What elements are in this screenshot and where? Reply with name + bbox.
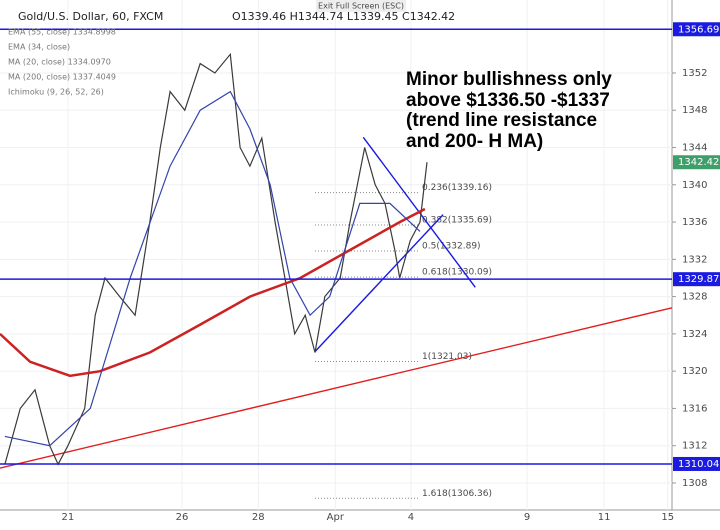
x-tick-label: 11 xyxy=(598,512,611,523)
fib-label: 0.382(1335.69) xyxy=(422,215,492,225)
level-label: 1310.04 xyxy=(678,459,719,470)
level-box xyxy=(673,456,720,471)
ohlc: O1339.46 H1344.74 L1339.45 C1342.42 xyxy=(232,10,455,23)
indicator: EMA (34, close) xyxy=(8,43,70,52)
exit-label[interactable]: Exit Full Screen (ESC) xyxy=(318,2,404,11)
last-price-label: 1342.42 xyxy=(678,157,719,168)
x-tick-label: Apr xyxy=(327,512,345,523)
level-box xyxy=(673,272,720,287)
y-tick-label: 1312 xyxy=(682,441,707,452)
y-tick-label: 1352 xyxy=(682,68,707,79)
y-tick-label: 1324 xyxy=(682,329,707,340)
x-tick-label: 26 xyxy=(176,512,189,523)
price-line xyxy=(4,52,428,466)
trend-line xyxy=(0,307,673,469)
y-tick-label: 1340 xyxy=(682,180,707,191)
level-box xyxy=(673,22,720,37)
last-price-box xyxy=(673,155,720,170)
indicator: MA (20, close) 1334.0970 xyxy=(8,58,111,67)
fib-label: 0.618(1330.09) xyxy=(422,268,492,278)
fib-label: 1(1321.03) xyxy=(422,352,472,362)
trend-line xyxy=(314,214,444,353)
indicator: EMA (55, close) 1334.8998 xyxy=(8,28,116,37)
symbol: Gold/U.S. Dollar, 60, FXCM xyxy=(18,10,163,23)
y-tick-label: 1344 xyxy=(682,143,707,154)
x-tick-label: 15 xyxy=(661,512,674,523)
x-tick-label: 4 xyxy=(408,512,414,523)
level-label: 1356.69 xyxy=(678,24,719,35)
indicator: MA (200, close) 1337.4049 xyxy=(8,73,116,82)
x-tick-label: 28 xyxy=(252,512,265,523)
price-line xyxy=(0,207,426,378)
y-tick-label: 1336 xyxy=(682,217,707,228)
exit-button[interactable] xyxy=(316,0,406,12)
note-line: above $1336.50 -$1337 xyxy=(406,90,610,111)
fib-label: 0.236(1339.16) xyxy=(422,183,492,193)
y-tick-label: 1332 xyxy=(682,254,707,265)
y-tick-label: 1348 xyxy=(682,105,707,116)
note-line: Minor bullishness only xyxy=(406,69,612,90)
fib-label: 1.618(1306.36) xyxy=(422,489,492,499)
note-line: and 200- H MA) xyxy=(406,131,543,152)
fib-label: 0.5(1332.89) xyxy=(422,242,481,252)
y-tick-label: 1316 xyxy=(682,403,707,414)
price-line xyxy=(4,90,421,447)
y-tick-label: 1308 xyxy=(682,478,707,489)
y-tick-label: 1320 xyxy=(682,366,707,377)
level-label: 1329.87 xyxy=(678,274,719,285)
note-line: (trend line resistance xyxy=(406,110,597,131)
indicator: Ichimoku (9, 26, 52, 26) xyxy=(8,88,104,97)
x-tick-label: 21 xyxy=(62,512,75,523)
x-tick-label: 9 xyxy=(524,512,530,523)
y-tick-label: 1328 xyxy=(682,292,707,303)
